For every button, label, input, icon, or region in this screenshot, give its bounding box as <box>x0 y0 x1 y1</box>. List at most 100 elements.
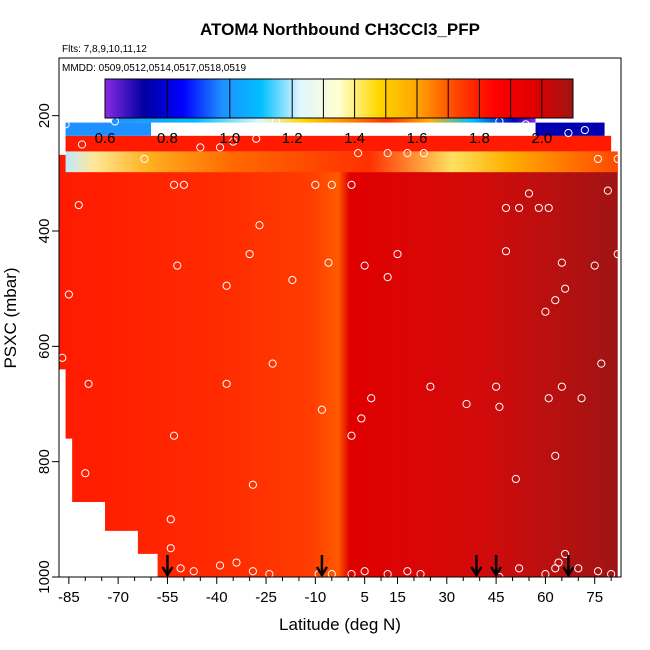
sample-point <box>166 515 175 524</box>
heatmap-body <box>59 154 618 577</box>
x-axis: -85 -70 -55 -40 -25 -10 5 15 30 45 60 75 <box>58 577 612 606</box>
profile-arrow <box>315 555 328 578</box>
sample-point <box>613 249 621 259</box>
y-axis: 200 400 600 800 1000 <box>36 103 59 594</box>
colorbar-tick-label: 1.2 <box>282 130 303 147</box>
sample-point <box>248 567 258 576</box>
sample-point <box>462 399 471 409</box>
sample-point <box>353 149 363 158</box>
plot-area <box>59 97 621 577</box>
sample-point <box>524 189 534 198</box>
dates-label: MMDD: 0509,0512,0514,0517,0518,0519 <box>62 63 246 74</box>
sample-point <box>557 382 566 391</box>
sample-point <box>311 180 320 189</box>
sample-point <box>541 307 550 316</box>
sample-point <box>232 558 241 567</box>
sample-point <box>515 203 524 213</box>
x-tick-label: -25 <box>255 589 277 606</box>
sample-point <box>166 544 175 553</box>
sample-point <box>577 394 586 403</box>
sample-point <box>74 200 83 210</box>
sample-point <box>393 249 402 259</box>
sample-point <box>176 564 185 573</box>
sample-point <box>255 221 264 230</box>
x-tick-label: -40 <box>206 589 228 606</box>
y-axis-title: PSXC (mbar) <box>1 267 20 368</box>
y-tick-label: 400 <box>36 218 53 243</box>
colorbar: 0.6 0.8 1.0 1.2 1.4 1.6 1.8 2.0 <box>95 78 574 147</box>
sample-point <box>561 284 570 293</box>
sample-point <box>495 402 504 411</box>
sample-point <box>61 120 70 129</box>
sample-point <box>511 474 520 484</box>
heatmap-band-250 <box>65 135 612 152</box>
x-tick-label: 5 <box>360 589 368 606</box>
x-tick-label: 60 <box>537 589 554 606</box>
sample-point <box>544 394 553 403</box>
sample-point <box>189 567 198 576</box>
sample-point <box>501 203 511 213</box>
sample-point <box>59 353 67 362</box>
sample-point <box>593 154 603 164</box>
sample-point <box>426 382 435 391</box>
colorbar-tick-label: 1.0 <box>219 130 240 147</box>
x-tick-label: -10 <box>305 589 327 606</box>
sample-point <box>215 143 225 152</box>
sample-point <box>84 379 93 388</box>
sample-point <box>288 275 297 285</box>
colorbar-tick-label: 2.0 <box>531 130 552 147</box>
sample-point <box>360 261 369 270</box>
sample-point <box>580 125 589 135</box>
sample-point <box>367 394 376 403</box>
sample-point <box>603 186 612 195</box>
sample-point <box>215 561 225 570</box>
sample-point <box>544 203 553 213</box>
colorbar-ticks: 0.6 0.8 1.0 1.2 1.4 1.6 1.8 2.0 <box>95 79 552 147</box>
y-tick-label: 800 <box>36 449 53 474</box>
heatmap-strip-left <box>65 122 152 136</box>
sample-point <box>590 261 599 270</box>
sample-point <box>357 414 366 423</box>
sample-point <box>501 247 511 256</box>
sample-point <box>347 180 356 189</box>
sample-point <box>248 480 258 489</box>
sample-point <box>383 149 392 158</box>
sample-point <box>268 359 277 368</box>
sample-point <box>222 379 231 388</box>
sample-point <box>265 570 274 577</box>
x-tick-label: 45 <box>488 589 505 606</box>
sample-point <box>554 558 563 567</box>
sample-point <box>196 143 205 152</box>
sample-point <box>419 149 428 158</box>
sample-point <box>564 128 573 138</box>
sample-point <box>521 120 530 129</box>
sample-point <box>347 431 356 440</box>
sample-point <box>173 261 182 270</box>
profile-arrow <box>161 555 174 578</box>
colorbar-tick-label: 0.6 <box>95 130 116 147</box>
sample-point <box>597 359 606 368</box>
sample-point <box>403 149 412 158</box>
sample-point <box>169 180 179 189</box>
colorbar-tick-label: 1.6 <box>407 130 428 147</box>
x-tick-label: 15 <box>389 589 406 606</box>
sample-point <box>416 570 425 577</box>
y-tick-label: 1000 <box>36 560 53 593</box>
sample-point <box>229 137 238 146</box>
x-tick-label: -85 <box>58 589 80 606</box>
heatmap-blank-region <box>59 369 158 577</box>
flights-label: Flts: 7,8,9,10,11,12 <box>62 44 147 55</box>
x-tick-label: -55 <box>157 589 179 606</box>
colorbar-tick-label: 1.4 <box>344 130 365 147</box>
y-tick-label: 200 <box>36 103 53 128</box>
sample-point <box>64 290 73 299</box>
x-axis-title: Latitude (deg N) <box>279 615 401 634</box>
sample-points <box>59 117 621 577</box>
sample-point <box>140 154 149 164</box>
sample-point <box>169 431 179 440</box>
sample-point <box>613 154 621 164</box>
x-tick-label: -70 <box>107 589 129 606</box>
sample-point <box>383 570 392 577</box>
sample-point <box>81 469 90 478</box>
